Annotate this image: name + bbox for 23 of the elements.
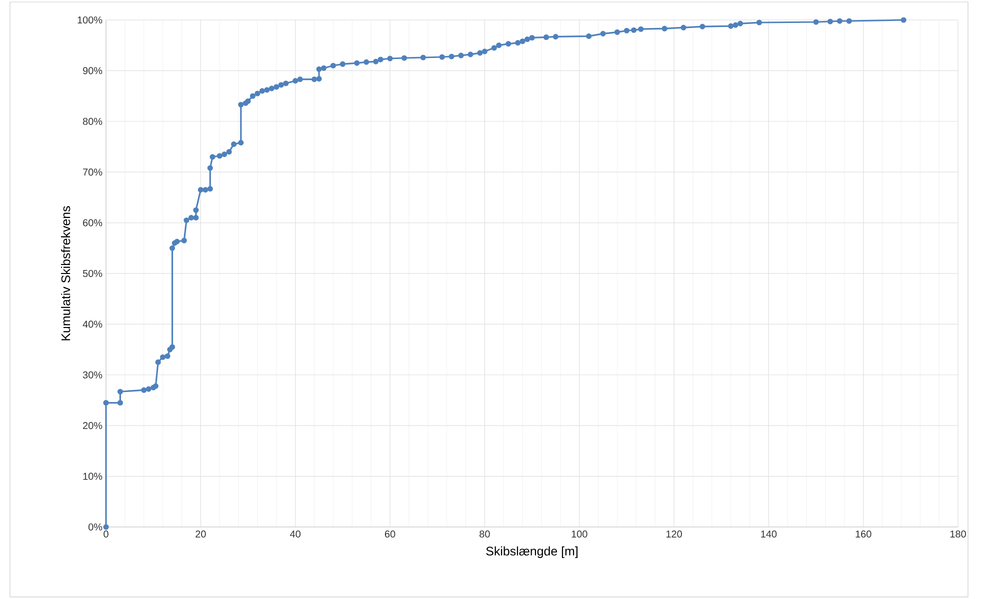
y-tick-label: 0% <box>88 523 102 531</box>
x-tick-label: 20 <box>196 530 206 538</box>
y-tick-label: 30% <box>82 371 102 378</box>
x-tick-label: 80 <box>480 530 490 538</box>
y-tick-label: 80% <box>82 118 102 125</box>
y-tick-label: 40% <box>82 320 102 328</box>
x-tick-label: 100 <box>572 530 588 538</box>
x-tick-label: 160 <box>856 530 872 538</box>
y-tick-label: 20% <box>83 422 102 430</box>
x-tick-label: 180 <box>950 530 966 538</box>
y-tick-label: 90% <box>83 67 102 74</box>
y-axis-title: Kumulativ Skibsfrekvens <box>61 206 70 340</box>
y-tick-label: 10% <box>83 472 102 480</box>
x-axis-title: Skibslængde [m] <box>486 546 578 558</box>
y-tick-label: 100% <box>78 16 102 24</box>
y-tick-label: 70% <box>83 168 102 176</box>
x-tick-label: 60 <box>384 530 396 538</box>
y-tick-label: 60% <box>83 219 102 226</box>
x-tick-label: 140 <box>761 530 777 538</box>
x-tick-label: 120 <box>666 530 682 538</box>
y-tick-label: 50% <box>82 270 102 278</box>
x-tick-label: 40 <box>290 530 300 538</box>
x-tick-label: 0 <box>104 530 108 538</box>
